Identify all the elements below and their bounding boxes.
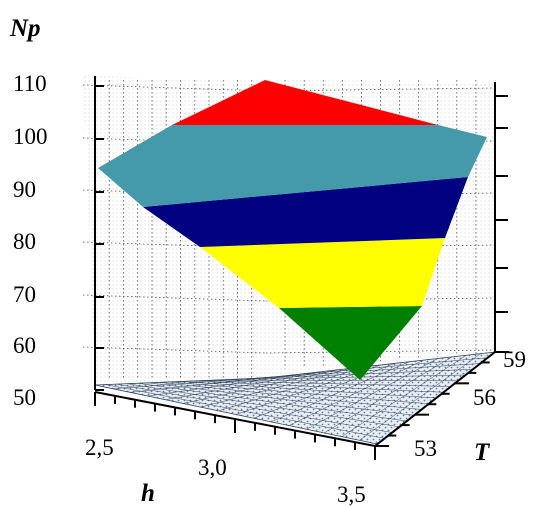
h-tick-label: 3,5 [337,482,366,506]
z-tick-label: 60 [13,333,36,358]
band-red [172,80,438,125]
tick-marks [94,85,509,460]
floor-grid-line [323,356,453,434]
floor-grid-line [201,380,451,387]
z-tick-label: 110 [13,71,47,96]
band-teal [98,125,487,207]
h-axis-title: h [141,480,155,506]
t-tick-label: 59 [503,347,526,372]
surface [98,80,487,380]
z-tick-label: 80 [13,229,36,254]
t-axis-title: T [474,439,491,466]
floor-grid-line [306,358,438,430]
z-tick-label: 100 [13,124,48,149]
z-tick-label: 70 [13,282,36,307]
floor-grid-line [191,380,444,393]
band-yellow [200,238,445,308]
z-tick-label: 90 [13,177,36,202]
floor-grid-line [359,353,481,441]
floor-grid-line [265,351,496,379]
floor-grid-line [288,359,424,426]
floor-grid-line [341,355,467,437]
t-tick-label: 53 [414,436,437,461]
h-tick-label: 3,0 [198,455,227,480]
t-axis-line [374,351,496,447]
floor-grid-line [212,379,459,381]
floor-grid-line [271,361,410,423]
h-tick-label: 2,5 [85,435,114,460]
wall-grid-line [82,346,267,354]
z-tick-label: 50 [13,385,36,410]
band-navy [143,177,468,247]
wall-grid-line [82,294,267,302]
wall-grid-line [82,84,267,92]
t-tick-label: 56 [473,385,496,410]
floor-grid-line [223,374,466,380]
floor-grid-line [253,363,395,419]
band-green [279,306,422,380]
floor-grid [94,351,496,445]
floor-grid-line [233,369,473,380]
z-axis-title: Np [9,15,41,42]
